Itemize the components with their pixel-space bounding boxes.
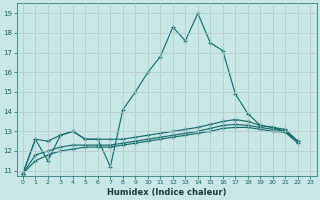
X-axis label: Humidex (Indice chaleur): Humidex (Indice chaleur)	[107, 188, 226, 197]
